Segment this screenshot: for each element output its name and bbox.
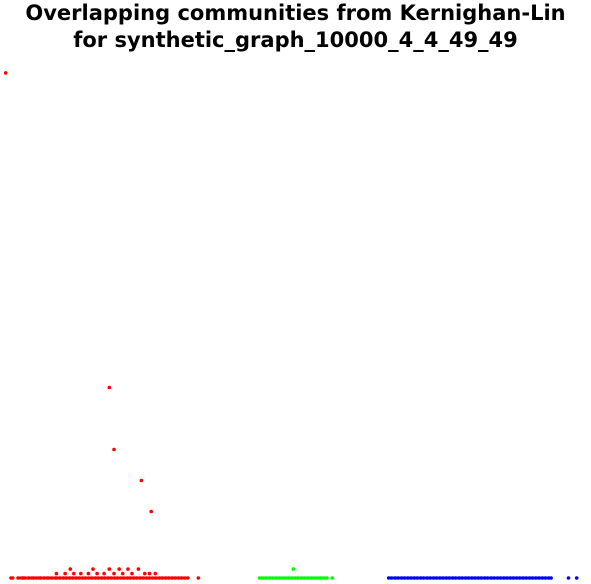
- data-point: [196, 576, 201, 580]
- data-point: [153, 571, 158, 576]
- data-point: [291, 567, 296, 571]
- chart-title-line-2: for synthetic_graph_10000_4_4_49_49: [73, 28, 518, 52]
- data-point: [120, 571, 125, 576]
- series-2: [257, 567, 335, 580]
- data-point: [95, 571, 99, 576]
- data-point: [107, 567, 112, 571]
- data-point: [63, 571, 67, 576]
- chart-title: Overlapping communities from Kernighan-L…: [0, 0, 591, 54]
- data-point: [574, 576, 579, 580]
- data-point: [68, 567, 73, 571]
- data-point: [139, 478, 144, 483]
- data-point: [54, 571, 59, 576]
- data-point: [86, 571, 91, 576]
- data-point: [130, 571, 134, 576]
- data-point: [112, 571, 116, 576]
- data-point: [149, 509, 153, 514]
- chart-title-line-1: Overlapping communities from Kernighan-L…: [25, 1, 566, 25]
- data-point: [566, 576, 571, 580]
- data-point: [91, 567, 95, 571]
- data-point: [136, 567, 141, 571]
- data-point: [330, 576, 335, 580]
- data-point: [112, 447, 116, 452]
- data-point: [3, 71, 8, 75]
- data-point: [79, 571, 83, 576]
- data-point: [126, 567, 130, 571]
- data-point: [147, 571, 152, 576]
- series-3: [386, 576, 579, 580]
- data-point: [102, 571, 106, 576]
- data-point: [107, 385, 112, 390]
- series-1: [3, 71, 201, 580]
- data-point: [72, 571, 76, 576]
- data-point: [117, 567, 121, 571]
- points-layer: [3, 71, 579, 580]
- data-point: [143, 571, 147, 576]
